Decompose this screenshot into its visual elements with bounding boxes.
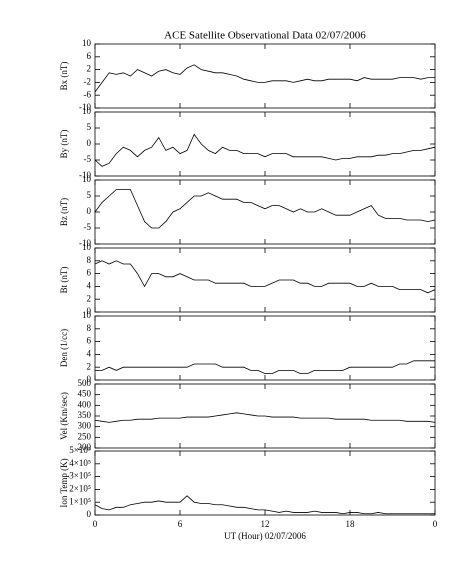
x-axis-label: UT (Hour) 02/07/2006: [224, 531, 306, 541]
y-tick-label: 4: [87, 280, 92, 290]
y-tick-label: 0: [87, 138, 92, 148]
y-tick-label: 3×10⁵: [69, 471, 91, 481]
y-tick-label: 4×10⁵: [69, 458, 91, 468]
panel-frame: [94, 179, 436, 245]
y-tick-label: 0: [87, 206, 92, 216]
data-line: [94, 260, 436, 294]
y-axis-label: Bx (nT): [59, 62, 69, 91]
x-tick-label: 6: [178, 519, 183, 529]
data-line: [94, 133, 436, 167]
y-axis-label: Vel (Km/sec): [59, 392, 69, 440]
y-tick-label: 5: [87, 122, 92, 132]
data-line: [95, 360, 435, 374]
y-tick-label: 6: [87, 336, 92, 346]
y-tick-label: 200: [78, 442, 92, 452]
y-tick-label: 500: [78, 378, 92, 388]
chart-title: ACE Satellite Observational Data 02/07/2…: [164, 30, 366, 42]
y-tick-label: 5: [87, 190, 92, 200]
data-line: [94, 64, 435, 93]
y-tick-label: 8: [87, 255, 92, 265]
y-tick-label: -10: [79, 170, 91, 180]
y-tick-label: 6: [87, 51, 92, 61]
y-tick-label: 350: [78, 410, 92, 420]
y-axis-label: Bt (nT): [59, 267, 69, 294]
data-line: [94, 412, 436, 423]
y-tick-label: 1×10⁵: [69, 496, 91, 506]
y-tick-label: -5: [84, 222, 92, 232]
y-tick-label: 6: [87, 268, 92, 278]
y-tick-label: 10: [82, 106, 92, 116]
y-tick-label: 0: [87, 306, 92, 316]
data-line: [94, 495, 435, 515]
y-tick-label: 10: [82, 242, 92, 252]
y-tick-label: -10: [79, 102, 91, 112]
panel-frame: [94, 450, 436, 516]
x-tick-label: 0: [433, 519, 438, 529]
panel-frame: [94, 111, 436, 177]
y-tick-label: 4: [87, 348, 92, 358]
y-axis-label: Bz (nT): [59, 198, 69, 226]
y-tick-label: 0: [87, 374, 92, 384]
y-tick-label: 450: [78, 389, 92, 399]
y-tick-label: 2: [87, 361, 92, 371]
data-line: [94, 189, 436, 229]
y-tick-label: 250: [78, 431, 92, 441]
y-axis-label: Den (1/cc): [59, 329, 69, 367]
y-tick-label: -6: [84, 89, 92, 99]
y-tick-label: 5×10⁵: [69, 445, 91, 455]
panel-frame: [94, 315, 436, 381]
y-tick-label: 2: [87, 293, 92, 303]
y-tick-label: 10: [82, 174, 92, 184]
y-tick-label: -5: [84, 154, 92, 164]
y-axis-label: By (nT): [59, 130, 69, 159]
y-tick-label: -10: [79, 238, 91, 248]
y-tick-label: 400: [78, 399, 92, 409]
panel-frame: [94, 247, 436, 313]
y-tick-label: 300: [78, 421, 92, 431]
panel-frame: [94, 43, 436, 109]
y-tick-label: 10: [82, 38, 92, 48]
x-tick-label: 0: [93, 519, 98, 529]
y-tick-label: 0: [87, 509, 92, 519]
y-tick-label: 2: [87, 64, 92, 74]
y-tick-label: 2×10⁵: [69, 483, 91, 493]
y-tick-label: -2: [84, 76, 92, 86]
y-axis-label: Ion Temp (K): [59, 458, 69, 507]
x-tick-label: 18: [346, 519, 356, 529]
x-tick-label: 12: [261, 519, 270, 529]
y-tick-label: 10: [82, 310, 92, 320]
y-tick-label: 8: [87, 323, 92, 333]
